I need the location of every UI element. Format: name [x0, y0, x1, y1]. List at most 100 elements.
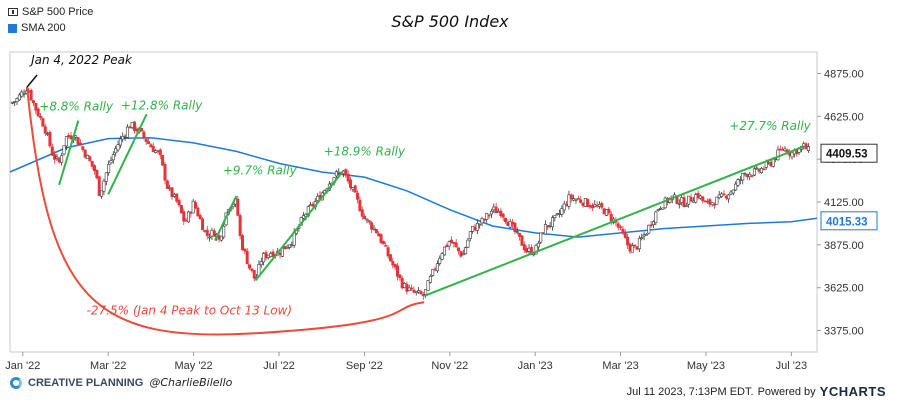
price-candle-body	[395, 265, 399, 277]
price-candle-body	[144, 138, 148, 143]
price-candle-body	[172, 193, 176, 197]
price-candle-body	[705, 200, 709, 203]
price-candle-body	[696, 192, 700, 199]
price-candle-body	[50, 146, 54, 156]
price-candle-body	[687, 195, 691, 205]
price-candle-body	[377, 233, 381, 237]
price-candle-body	[581, 202, 585, 206]
price-candle-body	[428, 276, 432, 283]
price-candle-body	[245, 250, 249, 265]
price-candle-body	[661, 207, 665, 210]
price-candle-body	[212, 230, 216, 237]
sma-last-value-flag-box	[820, 211, 878, 231]
price-last-value-flag-box	[820, 143, 878, 163]
price-candle-body	[41, 118, 45, 127]
price-candle-body	[565, 204, 569, 206]
price-candle-body	[431, 268, 435, 276]
price-candle-body	[358, 200, 362, 212]
price-candle-body	[442, 246, 446, 256]
price-candle-body	[555, 213, 559, 216]
price-candle-body	[635, 246, 639, 250]
price-candle-body	[701, 196, 705, 202]
price-candle-body	[259, 261, 263, 266]
price-candle-body	[496, 210, 500, 213]
price-candle-body	[189, 212, 193, 214]
price-candle-body	[738, 179, 742, 181]
price-candle-body	[118, 138, 122, 146]
price-candle-body	[588, 205, 592, 208]
price-candle-body	[626, 236, 630, 246]
legend-item-price[interactable]: S&P 500 Price	[8, 6, 93, 18]
price-candle-body	[461, 253, 465, 256]
x-tick-label: Sep '22	[346, 360, 383, 372]
price-candle-body	[114, 148, 118, 154]
price-candle-body	[240, 235, 244, 251]
price-candle-body	[511, 221, 515, 225]
price-candle-body	[186, 211, 190, 223]
legend-item-sma[interactable]: SMA 200	[8, 22, 66, 34]
price-candle-body	[104, 172, 108, 182]
price-candle-body	[527, 247, 531, 252]
rally-label: +8.8% Rally	[39, 99, 114, 113]
price-candle-body	[363, 215, 367, 220]
price-candle-body	[285, 247, 289, 250]
price-candle-body	[109, 160, 113, 164]
candlestick-icon	[8, 8, 18, 16]
rally-label: +9.7% Rally	[223, 164, 298, 178]
price-candle-body	[177, 200, 181, 206]
price-candle-body	[125, 126, 129, 138]
rally-line	[58, 120, 80, 186]
price-candle-body	[346, 173, 350, 182]
rally-line	[107, 113, 148, 195]
price-candle-body	[543, 224, 547, 235]
price-candle-body	[278, 252, 282, 256]
price-candle-body	[715, 196, 719, 205]
ycharts-logo[interactable]: YCHARTS	[819, 384, 886, 399]
price-candle-body	[713, 204, 717, 206]
y-tick-label: 3375.00	[824, 326, 864, 338]
x-tick-label: Jul '23	[776, 360, 807, 372]
price-candle-body	[55, 156, 59, 159]
price-candle-body	[480, 218, 484, 224]
price-candle-body	[93, 165, 97, 172]
price-candle-body	[494, 206, 498, 214]
price-candle-body	[81, 146, 85, 150]
price-candle-body	[170, 187, 174, 198]
price-candle-body	[684, 205, 688, 207]
price-candle-body	[201, 218, 205, 231]
price-candle-body	[602, 208, 606, 215]
price-candle-body	[534, 244, 538, 255]
price-candle-body	[804, 143, 808, 150]
price-candle-body	[478, 223, 482, 226]
price-candle-body	[36, 108, 40, 117]
price-candle-body	[703, 200, 707, 203]
x-tick-label: May '22	[175, 360, 213, 372]
price-candle-body	[248, 264, 252, 269]
price-candle-body	[651, 221, 655, 226]
price-candle-body	[238, 215, 242, 236]
price-candle-body	[762, 168, 766, 171]
price-candle-body	[433, 268, 437, 271]
price-candle-body	[210, 229, 214, 237]
price-candle-body	[504, 217, 508, 223]
price-candle-body	[633, 244, 637, 247]
price-candle-body	[776, 149, 780, 161]
price-candle-body	[269, 253, 273, 257]
price-candle-body	[46, 133, 50, 135]
price-candle-body	[400, 277, 404, 289]
price-candle-body	[356, 192, 360, 200]
price-candle-body	[783, 148, 787, 152]
price-candle-body	[752, 168, 756, 176]
price-candle-body	[767, 161, 771, 164]
price-candle-body	[414, 291, 418, 294]
price-candle-body	[435, 263, 439, 272]
price-candle-body	[151, 146, 155, 153]
price-candle-body	[489, 210, 493, 215]
price-candle-body	[379, 234, 383, 243]
price-candle-body	[630, 245, 634, 253]
legend-label-sma: SMA 200	[21, 22, 66, 34]
price-candle-body	[583, 198, 587, 207]
price-candle-body	[107, 164, 111, 174]
price-candle-body	[386, 247, 390, 257]
price-candle-body	[677, 203, 681, 205]
